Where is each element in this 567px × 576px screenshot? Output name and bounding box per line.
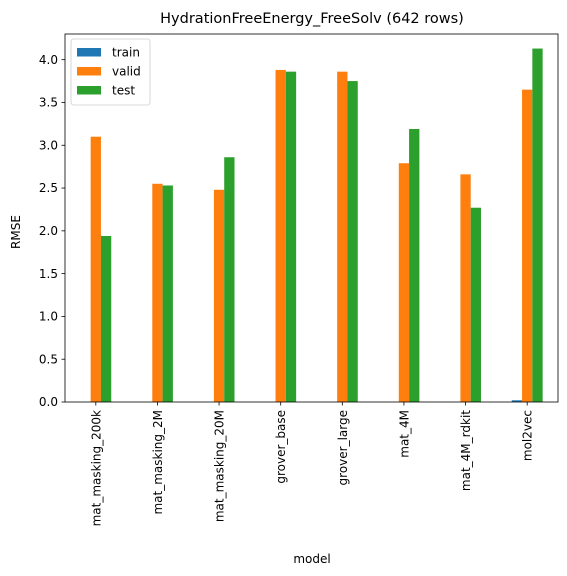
- bar-test-mat_4M_rdkit: [470, 207, 482, 402]
- x-tick-label: mat_masking_2M: [151, 410, 165, 515]
- bar-test-mat_4M: [409, 129, 420, 402]
- bar-valid-mol2vec: [522, 89, 533, 402]
- x-axis-label: model: [293, 552, 330, 566]
- x-tick-label: grover_large: [336, 410, 350, 485]
- legend-swatch-test: [77, 86, 101, 95]
- bar-test-grover_base: [285, 71, 297, 402]
- legend-label-test: test: [112, 84, 135, 98]
- bar-test-mat_masking_200k: [100, 235, 112, 402]
- axes-frame: [64, 33, 559, 403]
- bar-train-mol2vec: [511, 400, 523, 402]
- x-tick-label: mat_4M: [397, 410, 411, 458]
- x-tick-label: grover_base: [274, 410, 288, 484]
- y-axis-label: RMSE: [9, 215, 23, 249]
- bar-valid-grover_base: [275, 69, 286, 402]
- y-tick-label: 1.0: [39, 310, 58, 324]
- legend-swatch-valid: [77, 67, 101, 76]
- x-tick-label: mol2vec: [521, 410, 535, 461]
- y-tick-label: 2.5: [39, 181, 58, 195]
- y-tick-label: 0.0: [39, 395, 58, 409]
- chart-title: HydrationFreeEnergy_FreeSolv (642 rows): [160, 11, 464, 27]
- bar-valid-grover_large: [337, 71, 348, 402]
- y-axis: 0.0 0.5 1.0 1.5 2.0 2.5 3.0 3.5 4.0: [39, 53, 65, 409]
- legend-label-train: train: [112, 46, 140, 60]
- bar-valid-mat_4M: [398, 163, 410, 402]
- y-tick-label: 3.0: [39, 138, 58, 152]
- x-tick-label: mat_4M_rdkit: [459, 410, 473, 491]
- bar-valid-mat_4M_rdkit: [460, 174, 471, 402]
- bar-test-mat_masking_2M: [162, 185, 173, 402]
- y-tick-label: 2.0: [39, 224, 58, 238]
- bar-valid-mat_masking_2M: [152, 183, 163, 402]
- bar-valid-mat_masking_20M: [213, 189, 225, 402]
- bar-test-mol2vec: [532, 48, 543, 403]
- y-tick-label: 1.5: [39, 267, 58, 281]
- y-tick-label: 3.5: [39, 96, 58, 110]
- plot-area: [64, 33, 559, 403]
- x-axis: mat_masking_200k mat_masking_2M mat_maskin…: [89, 402, 535, 526]
- y-tick-label: 4.0: [39, 53, 58, 67]
- bar-valid-mat_masking_200k: [90, 136, 101, 402]
- bar-test-mat_masking_20M: [224, 157, 235, 402]
- legend-swatch-train: [77, 48, 101, 57]
- x-tick-label: mat_masking_20M: [213, 410, 227, 522]
- y-tick-label: 0.5: [39, 352, 58, 366]
- legend: train valid test: [70, 38, 151, 106]
- x-tick-label: mat_masking_200k: [89, 410, 103, 526]
- bar-test-grover_large: [347, 81, 358, 402]
- legend-label-valid: valid: [112, 65, 141, 79]
